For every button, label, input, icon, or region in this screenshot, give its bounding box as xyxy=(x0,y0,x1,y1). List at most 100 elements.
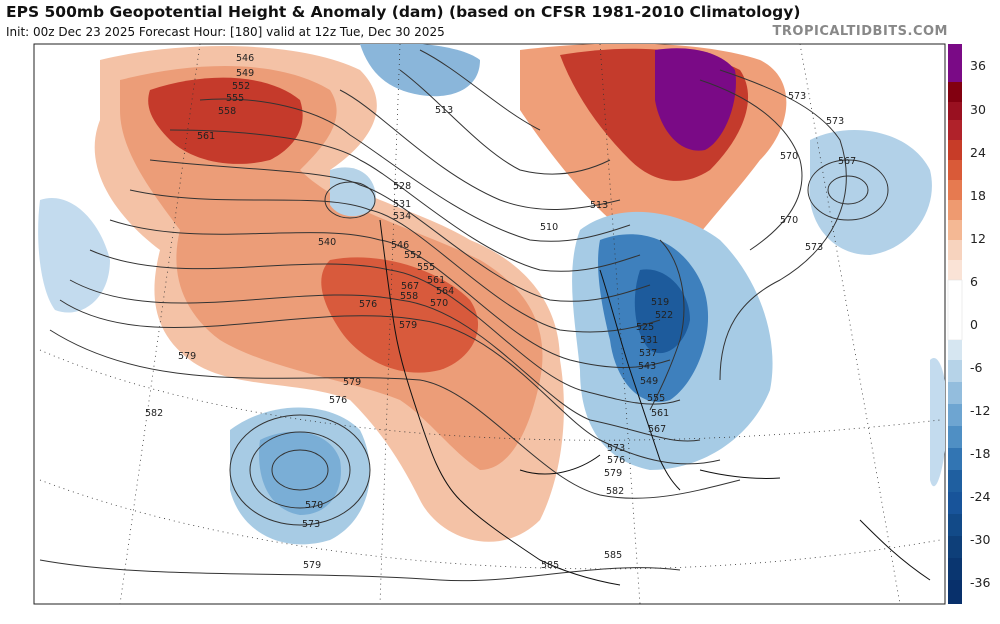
colorbar-tick: 0 xyxy=(970,317,978,332)
contour-label: 546 xyxy=(391,240,409,251)
colorbar-tick: 24 xyxy=(970,145,986,160)
anomaly-shading xyxy=(38,44,945,545)
coastlines xyxy=(379,219,931,586)
contour-585 xyxy=(39,559,681,582)
subtropical-pacific-low-core xyxy=(259,431,341,515)
contour-label: 552 xyxy=(232,81,250,92)
colorbar xyxy=(947,44,963,604)
hudson-bay-trough xyxy=(360,44,480,97)
contour-label: 561 xyxy=(651,408,669,419)
east-coast xyxy=(599,269,681,491)
contour-label: 576 xyxy=(359,299,377,310)
contour-label: 570 xyxy=(430,298,448,309)
contour-label: 567 xyxy=(648,424,666,435)
contour-label: 534 xyxy=(393,211,411,222)
contour-label: 513 xyxy=(435,105,453,116)
contour-579 xyxy=(59,299,721,465)
contour-label: 525 xyxy=(636,322,654,333)
contour-label: 555 xyxy=(417,262,435,273)
contour-546 xyxy=(169,129,641,272)
contour-570 xyxy=(89,249,681,405)
contour-582 xyxy=(49,329,741,499)
contour-label: 582 xyxy=(606,486,624,497)
latitude-line xyxy=(39,479,941,570)
contour-label: 573 xyxy=(302,519,320,530)
colorbar-ticks: 36 30 24 18 12 6 0 -6 -12 -18 -24 -30 -3… xyxy=(970,58,990,590)
colorbar-tick: 30 xyxy=(970,102,986,117)
contour-564 xyxy=(109,219,671,368)
contour-558 xyxy=(129,189,661,333)
gulf-coast xyxy=(519,454,601,475)
contour-label: 546 xyxy=(236,53,254,64)
contour-label: 540 xyxy=(318,237,336,248)
contour-label: 561 xyxy=(197,131,215,142)
west-coast xyxy=(379,219,461,501)
height-contours xyxy=(39,49,889,582)
contour-labels: 546 549 552 555 558 561 513 528 531 534 … xyxy=(145,53,856,571)
contour-label: 543 xyxy=(638,361,656,372)
contour-label: 531 xyxy=(393,199,411,210)
latitude-line xyxy=(39,349,941,441)
alaska-ridge-core xyxy=(148,77,303,164)
contour-564-atlantic-low xyxy=(827,175,869,205)
contour-trough-axis xyxy=(649,239,685,411)
west-pacific-low xyxy=(38,198,110,313)
contour-label: 522 xyxy=(655,310,673,321)
map-subtitle: Init: 00z Dec 23 2025 Forecast Hour: [18… xyxy=(6,25,445,39)
mexico-coast xyxy=(459,499,621,586)
contour-label: 570 xyxy=(780,215,798,226)
contour-573-pacific-low xyxy=(249,431,351,509)
pacific-northwest-low xyxy=(330,167,376,217)
contour-label: 561 xyxy=(427,275,445,286)
west-us-ridge-core xyxy=(321,257,479,373)
contour-567-atlantic-low xyxy=(807,159,889,221)
contour-540 xyxy=(199,98,631,242)
contour-label: 549 xyxy=(236,68,254,79)
contour-label: 576 xyxy=(607,455,625,466)
contour-label: 573 xyxy=(805,242,823,253)
colorbar-tick: 6 xyxy=(970,274,978,289)
colorbar-tick: -24 xyxy=(970,489,990,504)
colorbar-tick: -12 xyxy=(970,403,990,418)
colorbar-tick: 12 xyxy=(970,231,986,246)
site-watermark: TROPICALTIDBITS.COM xyxy=(772,24,948,39)
contour-label: 585 xyxy=(604,550,622,561)
contour-label: 552 xyxy=(404,250,422,261)
colorbar-tick: 36 xyxy=(970,58,986,73)
contour-label: 549 xyxy=(640,376,658,387)
contour-label: 579 xyxy=(343,377,361,388)
colorbar-tick: -18 xyxy=(970,446,990,461)
contour-570-atlantic xyxy=(699,79,803,251)
longitude-line xyxy=(379,44,401,604)
contour-label: 573 xyxy=(788,91,806,102)
contour-label: 573 xyxy=(607,443,625,454)
contour-528 xyxy=(339,89,621,210)
caribbean-islands xyxy=(699,469,781,479)
contour-label: 528 xyxy=(393,181,411,192)
east-atlantic-anomaly xyxy=(930,358,945,487)
contour-label: 555 xyxy=(226,93,244,104)
contour-label: 513 xyxy=(590,200,608,211)
colorbar-tick: -30 xyxy=(970,532,990,547)
contour-label: 570 xyxy=(305,500,323,511)
contour-label: 579 xyxy=(303,560,321,571)
contour-573-atlantic xyxy=(719,69,847,381)
contour-label: 579 xyxy=(178,351,196,362)
contour-570-pacific-low xyxy=(271,449,329,491)
graticule xyxy=(39,44,941,604)
eastern-us-trough-peak xyxy=(634,269,690,354)
longitude-line xyxy=(599,44,641,604)
south-america-coast xyxy=(859,519,931,581)
contour-label: 510 xyxy=(540,222,558,233)
contour-label: 576 xyxy=(329,395,347,406)
contour-label: 573 xyxy=(826,116,844,127)
contour-label: 537 xyxy=(639,348,657,359)
contour-576-pacific-low xyxy=(229,414,371,526)
contour-label: 567 xyxy=(401,281,419,292)
contour-label: 555 xyxy=(647,393,665,404)
contour-510 xyxy=(419,49,541,131)
colorbar-tick: -36 xyxy=(970,575,990,590)
contour-label: 558 xyxy=(400,291,418,302)
contour-label: 558 xyxy=(218,106,236,117)
contour-576 xyxy=(69,279,701,442)
